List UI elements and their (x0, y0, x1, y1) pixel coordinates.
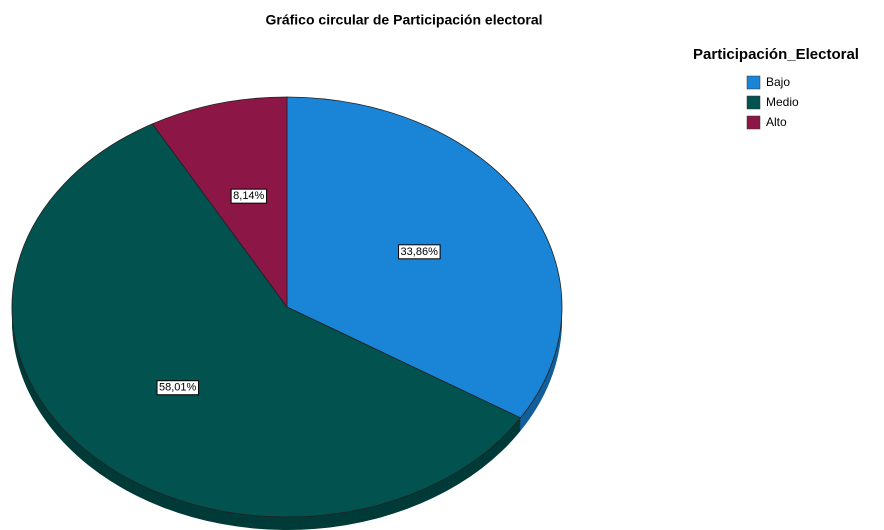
value-label-box (230, 188, 268, 204)
value-label: 8,14% (233, 190, 264, 202)
legend: Bajo Medio Alto (746, 75, 799, 130)
legend-swatch (746, 115, 761, 130)
slice (11, 123, 522, 518)
pie (11, 96, 563, 530)
legend-swatch (746, 75, 761, 90)
slice (151, 96, 288, 309)
value-label-box (398, 244, 441, 260)
chart-title: Gráfico circular de Participación electo… (266, 12, 543, 28)
value-label-box (156, 380, 200, 396)
value-label: 33,86% (401, 246, 439, 258)
legend-label: Medio (766, 95, 799, 109)
legend-title: Participación_Electoral (693, 46, 859, 63)
legend-label: Bajo (766, 75, 790, 89)
value-labels: 33,86% 58,01% 8,14% (156, 188, 441, 396)
legend-label: Alto (766, 115, 787, 129)
legend-swatch (746, 95, 761, 110)
value-label: 58,01% (159, 382, 197, 394)
